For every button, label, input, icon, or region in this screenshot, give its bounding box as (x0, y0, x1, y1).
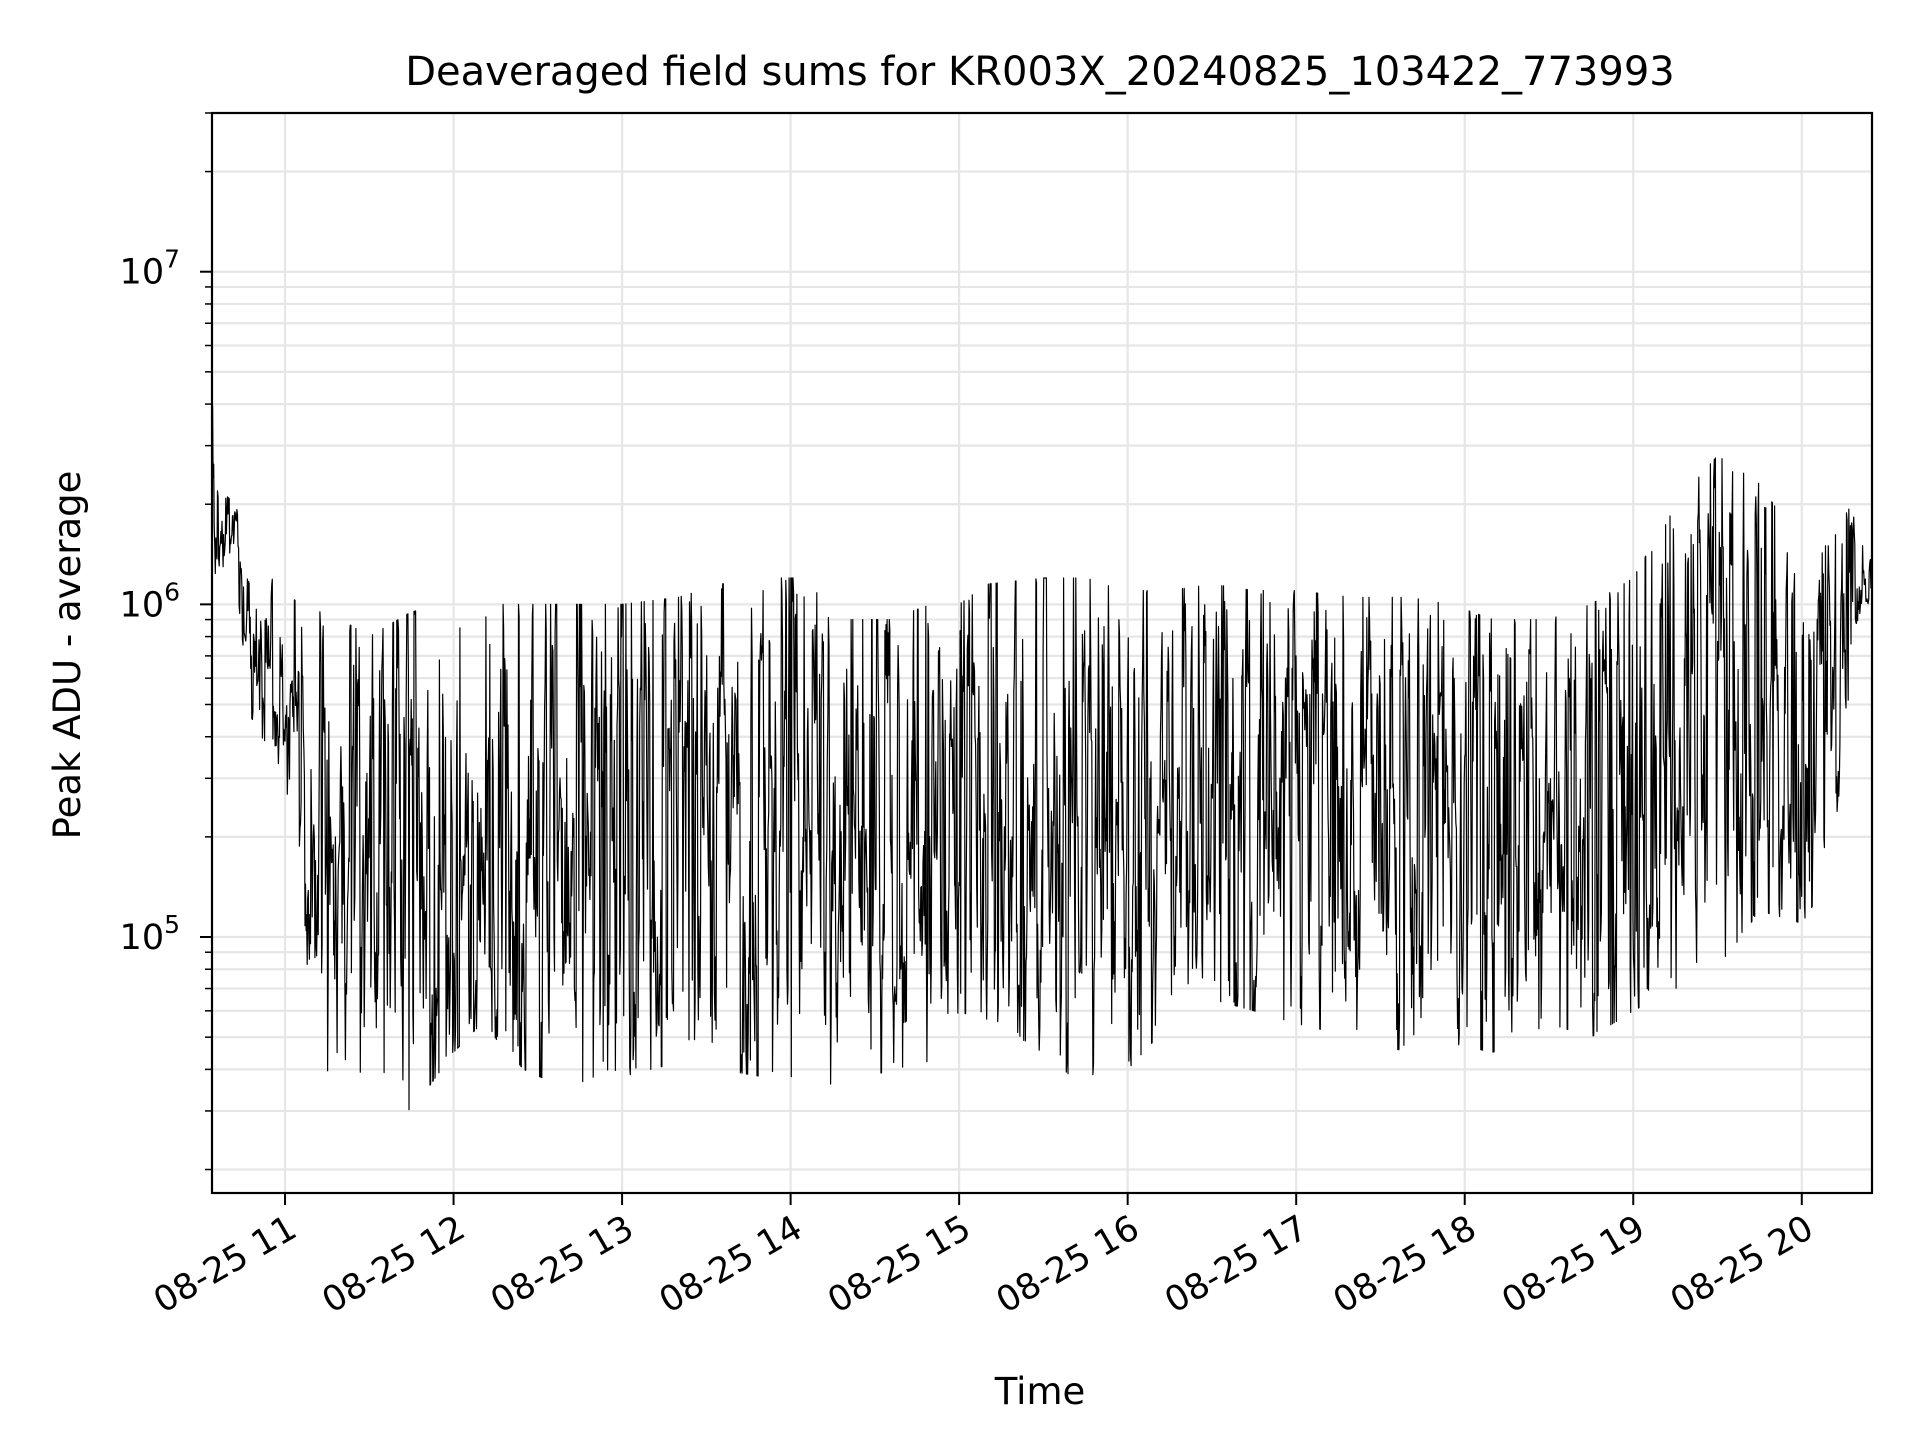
y-axis-label: Peak ADU - average (46, 471, 89, 840)
series-line (211, 405, 1873, 1111)
data-layer (211, 405, 1873, 1111)
y-tick-label: 107 (120, 245, 180, 293)
y-tick-label: 106 (120, 577, 180, 625)
y-tick-label: 105 (120, 910, 180, 958)
chart-title: Deaveraged field sums for KR003X_2024082… (405, 49, 1674, 95)
plot-frame (210, 111, 1874, 1195)
x-axis-label: Time (994, 1370, 1086, 1413)
